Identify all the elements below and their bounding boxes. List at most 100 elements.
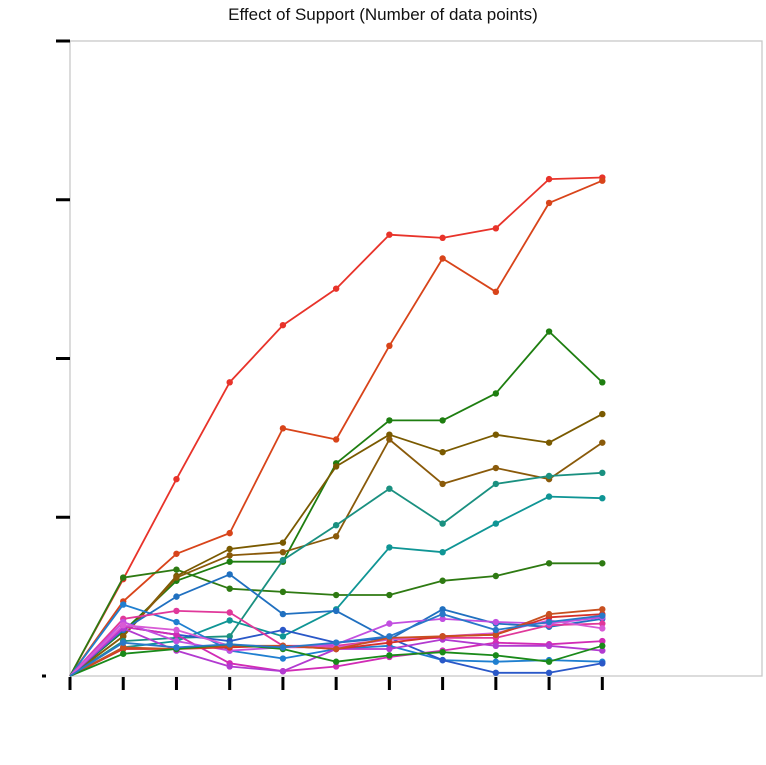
data-point: [120, 644, 127, 651]
data-point: [545, 493, 553, 500]
data-point: [599, 495, 606, 502]
data-point: [332, 285, 340, 292]
data-point: [332, 639, 340, 646]
data-point: [386, 591, 393, 599]
data-point: [279, 556, 287, 564]
data-point: [439, 417, 446, 424]
series-5: [69, 410, 606, 677]
data-point: [439, 520, 446, 527]
series-line: [69, 179, 603, 677]
data-point: [173, 631, 180, 638]
data-point: [492, 572, 500, 580]
data-point: [332, 645, 340, 653]
data-point: [226, 663, 233, 670]
data-point: [279, 644, 287, 651]
data-point: [386, 639, 393, 646]
data-point: [279, 668, 287, 675]
data-point: [492, 464, 500, 472]
data-point: [492, 631, 500, 638]
data-point: [439, 633, 446, 640]
data-point: [545, 560, 553, 567]
data-point: [279, 588, 287, 596]
data-point: [599, 620, 606, 627]
data-point: [492, 652, 500, 659]
data-point: [332, 658, 340, 665]
data-point: [439, 255, 446, 262]
data-point: [120, 574, 127, 581]
data-point: [545, 669, 553, 677]
data-point: [599, 560, 606, 567]
data-point: [120, 639, 127, 646]
data-point: [545, 472, 553, 480]
data-point: [226, 617, 233, 624]
data-point: [439, 606, 446, 613]
data-point: [545, 439, 553, 446]
series-layer: [69, 174, 606, 677]
data-point: [173, 637, 180, 645]
data-point: [492, 626, 500, 634]
data-point: [332, 436, 340, 443]
data-point: [439, 615, 446, 623]
data-point: [545, 199, 553, 207]
data-point: [386, 485, 393, 492]
data-point: [332, 663, 340, 670]
data-point: [439, 648, 446, 656]
data-point: [599, 637, 606, 645]
data-point: [386, 231, 393, 238]
data-point: [599, 410, 606, 418]
data-point: [173, 644, 180, 651]
data-point: [279, 610, 287, 618]
data-point: [226, 633, 233, 640]
data-point: [226, 379, 233, 386]
data-point: [173, 550, 180, 557]
data-point: [439, 234, 446, 242]
data-point: [386, 633, 393, 640]
data-point: [173, 566, 180, 573]
data-point: [386, 652, 393, 659]
data-point: [545, 328, 553, 335]
data-point: [173, 475, 180, 483]
y-axis-ticks: [42, 39, 70, 678]
data-point: [545, 618, 553, 626]
series-line: [69, 413, 603, 677]
series-2: [69, 177, 606, 677]
data-point: [279, 548, 287, 556]
data-point: [545, 642, 553, 650]
data-point: [439, 577, 446, 584]
chart-title: Effect of Support (Number of data points…: [228, 5, 538, 24]
data-point: [120, 622, 127, 629]
data-point: [279, 633, 287, 640]
data-point: [492, 431, 500, 438]
data-point: [386, 431, 393, 438]
data-point: [492, 480, 500, 488]
data-point: [226, 552, 233, 559]
data-point: [279, 626, 287, 634]
data-point: [599, 642, 606, 650]
data-point: [332, 521, 340, 529]
data-point: [332, 607, 340, 615]
data-point: [599, 439, 606, 446]
data-point: [599, 379, 606, 386]
data-point: [120, 601, 127, 608]
data-point: [120, 650, 127, 657]
data-point: [545, 610, 553, 618]
data-point: [120, 633, 127, 640]
data-point: [492, 669, 500, 677]
data-point: [173, 618, 180, 626]
data-point: [599, 606, 606, 613]
data-point: [386, 645, 393, 653]
x-axis-ticks: [68, 677, 604, 690]
data-point: [439, 656, 446, 664]
data-point: [599, 612, 606, 619]
data-point: [599, 469, 606, 476]
data-point: [599, 660, 606, 667]
data-point: [599, 647, 606, 654]
data-point: [332, 463, 340, 470]
data-point: [492, 618, 500, 626]
data-point: [492, 642, 500, 650]
data-point: [386, 417, 393, 424]
data-point: [545, 658, 553, 665]
data-point: [439, 548, 446, 556]
data-point: [226, 529, 233, 537]
data-point: [439, 480, 446, 488]
